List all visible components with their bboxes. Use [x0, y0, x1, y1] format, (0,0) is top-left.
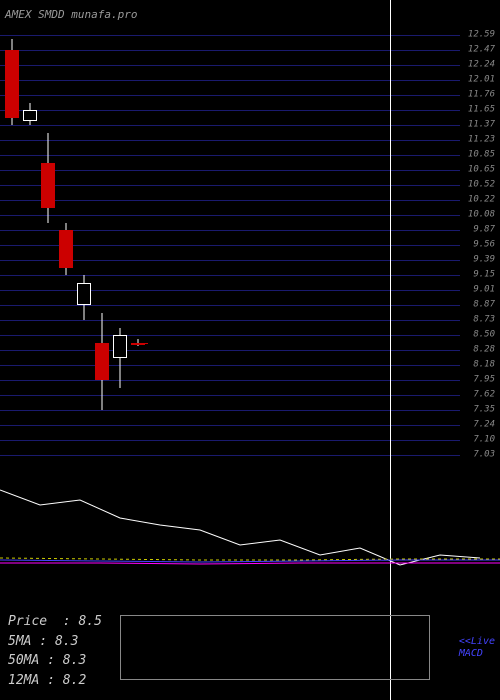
blue-ma-line	[0, 560, 500, 562]
stats-panel: Price : 8.5 5MA : 8.3 50MA : 8.3 12MA : …	[8, 612, 102, 690]
price-chart[interactable]	[0, 35, 460, 455]
indicator-panel[interactable]	[0, 470, 500, 600]
macd-box	[120, 615, 430, 680]
chart-title: AMEX SMDD munafa.pro	[5, 8, 137, 21]
indicator-svg	[0, 470, 500, 600]
white-ma-line	[0, 490, 480, 565]
live-macd-label: <<Live MACD	[459, 636, 495, 660]
magenta-ma-line	[0, 563, 500, 564]
ma50-stat: 50MA : 8.3	[8, 651, 102, 671]
chart-container: AMEX SMDD munafa.pro 12.5912.4712.2412.0…	[0, 0, 500, 700]
y-axis-labels: 12.5912.4712.2412.0111.7611.6511.3711.23…	[460, 35, 495, 455]
candlesticks	[5, 35, 205, 455]
ma5-stat: 5MA : 8.3	[8, 632, 102, 652]
ma12-stat: 12MA : 8.2	[8, 671, 102, 691]
price-stat: Price : 8.5	[8, 612, 102, 632]
